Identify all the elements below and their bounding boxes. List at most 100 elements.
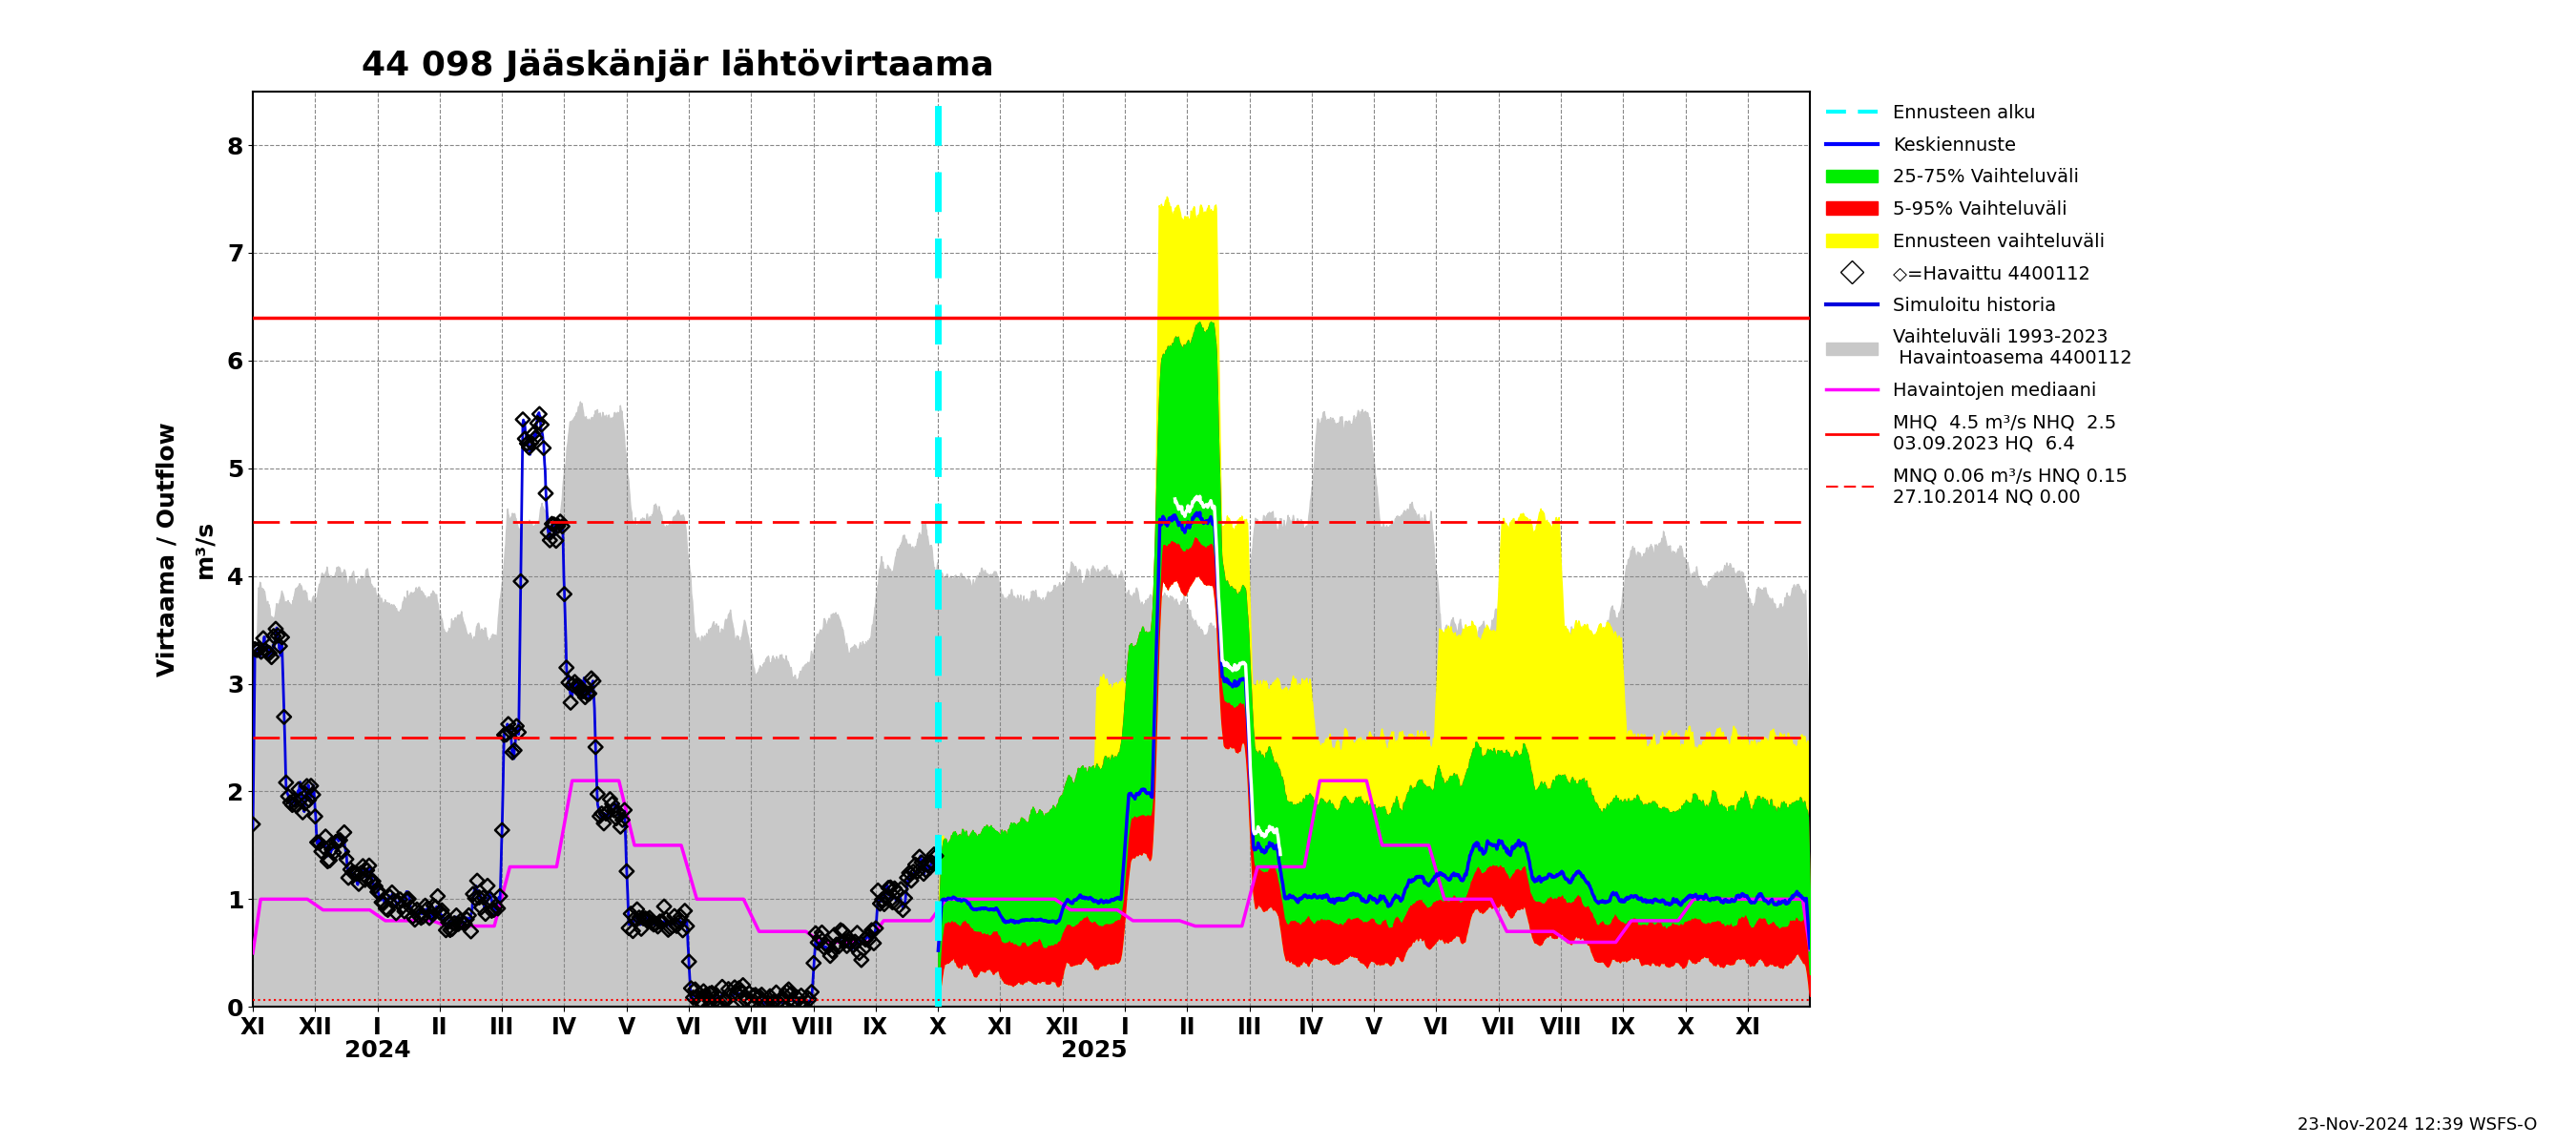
Point — [368, 901, 410, 919]
Point — [559, 677, 600, 695]
Point — [242, 629, 283, 647]
Point — [314, 844, 355, 862]
Point — [304, 828, 345, 846]
Point — [353, 872, 394, 891]
Point — [701, 978, 742, 996]
Point — [762, 997, 804, 1016]
Point — [827, 937, 868, 955]
Point — [752, 993, 793, 1011]
Point — [866, 890, 907, 908]
Point — [335, 864, 376, 883]
Point — [283, 795, 325, 813]
Point — [376, 903, 417, 922]
Point — [541, 518, 582, 536]
Point — [580, 807, 621, 826]
Text: 44 098 Jääskänjär lähtövirtaama: 44 098 Jääskänjär lähtövirtaama — [361, 48, 994, 82]
Point — [662, 921, 703, 939]
Point — [355, 877, 397, 895]
Point — [443, 915, 484, 933]
Point — [600, 818, 641, 836]
Point — [850, 921, 891, 939]
Point — [760, 992, 801, 1010]
Point — [799, 929, 840, 947]
Point — [551, 676, 592, 694]
Point — [510, 434, 551, 452]
Point — [425, 921, 466, 939]
Point — [778, 995, 819, 1013]
Point — [286, 777, 327, 796]
Point — [440, 911, 482, 930]
Point — [438, 915, 479, 933]
Point — [430, 921, 471, 939]
Point — [312, 840, 353, 859]
Point — [837, 924, 878, 942]
Point — [479, 887, 520, 906]
Point — [647, 921, 688, 939]
Point — [677, 987, 719, 1005]
Point — [386, 891, 428, 909]
Point — [389, 898, 430, 916]
Point — [613, 922, 654, 940]
Point — [263, 708, 304, 726]
Point — [647, 910, 688, 929]
Point — [304, 838, 345, 856]
Point — [459, 889, 500, 907]
Point — [260, 637, 301, 655]
Point — [626, 910, 667, 929]
Point — [265, 773, 307, 791]
Point — [603, 800, 644, 819]
Point — [276, 797, 317, 815]
Point — [562, 682, 603, 701]
Point — [863, 895, 904, 914]
Point — [871, 893, 912, 911]
Point — [260, 629, 301, 647]
Point — [487, 714, 528, 733]
Point — [590, 790, 631, 808]
Point — [670, 979, 711, 997]
Point — [234, 640, 276, 658]
Point — [536, 531, 577, 550]
Point — [252, 627, 294, 646]
Point — [634, 915, 675, 933]
Point — [358, 883, 399, 901]
Point — [464, 889, 505, 907]
Point — [577, 785, 618, 804]
Point — [451, 922, 492, 940]
Point — [840, 943, 881, 962]
Point — [325, 823, 366, 842]
Point — [659, 907, 701, 925]
Point — [685, 986, 726, 1004]
Point — [270, 796, 312, 814]
Point — [829, 933, 871, 951]
Point — [876, 882, 917, 900]
Point — [742, 993, 783, 1011]
Point — [513, 425, 554, 443]
Point — [471, 901, 513, 919]
Point — [345, 870, 386, 889]
Point — [474, 898, 515, 916]
Point — [371, 883, 412, 901]
Point — [283, 803, 325, 821]
Point — [255, 619, 296, 638]
Point — [711, 997, 752, 1016]
Point — [796, 933, 837, 951]
Point — [523, 439, 564, 457]
Point — [301, 843, 343, 861]
Text: 2024: 2024 — [345, 1040, 410, 1063]
Point — [574, 737, 616, 756]
Point — [914, 845, 956, 863]
Point — [791, 982, 832, 1001]
Point — [809, 947, 850, 965]
Point — [379, 893, 420, 911]
Point — [639, 913, 680, 931]
Point — [433, 914, 474, 932]
Point — [819, 921, 860, 939]
Point — [853, 934, 894, 953]
Point — [528, 523, 569, 542]
Point — [842, 940, 884, 958]
Point — [850, 930, 891, 948]
Point — [598, 804, 639, 822]
Point — [811, 942, 853, 961]
Point — [644, 898, 685, 916]
Point — [420, 903, 461, 922]
